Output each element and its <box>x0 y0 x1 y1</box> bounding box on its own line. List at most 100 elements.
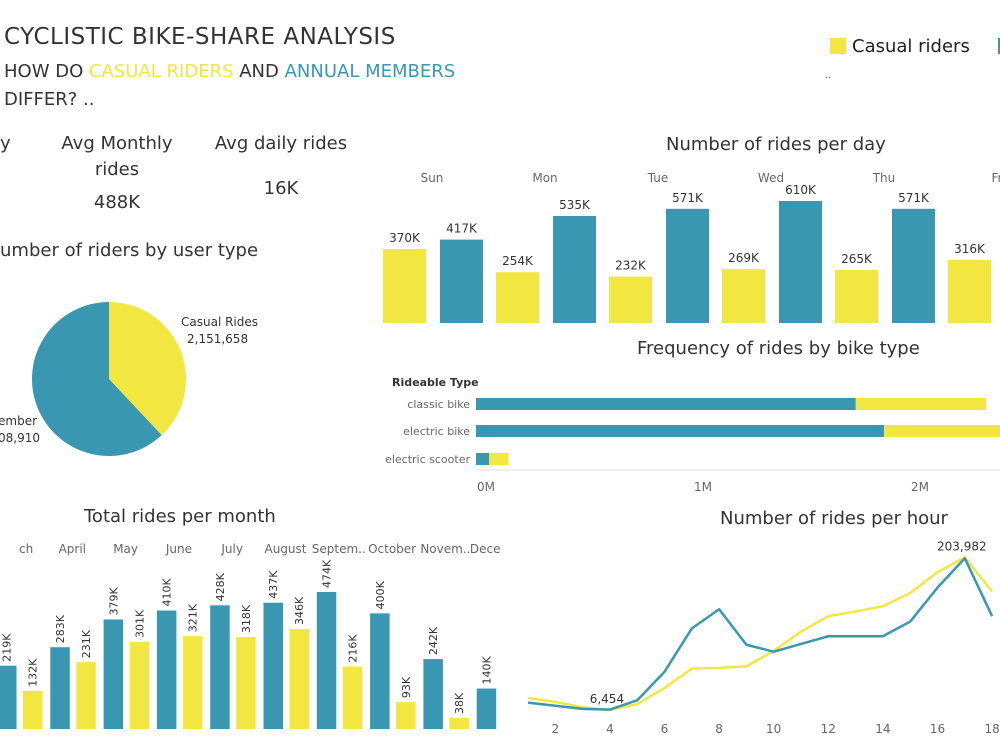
day-data-label: 265K <box>841 252 873 266</box>
kpi-daily-label: Avg daily rides <box>214 133 348 154</box>
day-bar <box>609 276 652 323</box>
rides-per-month-chart: ch 219K 132K April 283K 231K May 379K 301K June 41… <box>0 542 500 729</box>
hour-x-tick-label: 16 <box>930 722 945 736</box>
month-tick-label: August <box>265 542 307 556</box>
month-bar <box>23 690 43 729</box>
month-bar <box>370 613 390 729</box>
day-tick-label: Mon <box>532 171 557 185</box>
day-data-label: 571K <box>672 191 704 205</box>
hour-annotation-label: 6,454 <box>590 692 624 706</box>
bike-x-tick-label: 1M <box>694 480 712 494</box>
legend-note: .. <box>825 70 832 81</box>
bike-bar-segment <box>855 398 986 410</box>
month-bar <box>263 602 283 729</box>
legend-swatch-member <box>997 38 1000 54</box>
pie-chart-title: umber of riders by user type <box>0 240 259 261</box>
month-bar <box>449 718 469 729</box>
month-bar <box>289 629 309 729</box>
bike-chart-title: Frequency of rides by bike type <box>637 338 920 359</box>
dashboard-title: CYCLISTIC BIKE-SHARE ANALYSIS <box>4 24 396 50</box>
month-tick-label: Decemb.. <box>470 542 500 556</box>
month-bar <box>0 665 17 729</box>
pie-label-name: ember <box>0 414 37 428</box>
hour-x-tick-label: 8 <box>715 722 723 736</box>
month-chart-title: Total rides per month <box>84 506 276 527</box>
bike-bar-segment <box>476 425 884 437</box>
month-tick-label: June <box>165 542 192 556</box>
hour-x-tick-label: 18 <box>984 722 999 736</box>
hour-x-tick-label: 2 <box>551 722 559 736</box>
legend-swatch-casual <box>830 38 846 54</box>
day-tick-label: Thu <box>872 171 896 185</box>
day-bar <box>383 249 426 323</box>
pie-label-name: Casual Rides <box>181 315 258 329</box>
hour-x-tick-label: 12 <box>821 722 836 736</box>
pie-label-value: 2,151,658 <box>187 332 248 346</box>
hour-annotation-label: 203,982 <box>937 540 987 554</box>
kpi-daily-value: 16K <box>263 178 299 199</box>
bike-category-label: electric bike <box>403 425 470 438</box>
month-bar <box>342 666 363 729</box>
month-bar <box>50 647 70 729</box>
hour-chart-title: Number of rides per hour <box>720 508 948 529</box>
day-chart-title: Number of rides per day <box>666 134 886 155</box>
month-tick-label: ch <box>19 542 33 556</box>
month-bar <box>76 662 96 729</box>
month-bar <box>423 659 443 729</box>
bike-axis-title: Rideable Type <box>392 376 479 389</box>
day-bar <box>553 216 596 323</box>
month-data-label: 379K <box>107 586 120 615</box>
month-bar <box>103 619 124 729</box>
day-data-label: 316K <box>954 242 986 256</box>
pie-slice <box>109 302 186 436</box>
month-bar <box>182 636 203 729</box>
pie-label-value: 08,910 <box>0 431 40 445</box>
hour-x-tick-label: 4 <box>606 722 614 736</box>
month-data-label: 283K <box>54 614 67 643</box>
day-bar <box>779 201 822 323</box>
month-bar <box>396 702 416 729</box>
month-data-label: 219K <box>1 633 14 662</box>
month-tick-label: Septem.. <box>312 542 366 556</box>
month-data-label: 346K <box>293 596 306 625</box>
month-data-label: 93K <box>400 676 413 698</box>
day-bar <box>666 208 709 323</box>
kpi-cut-label: y <box>0 133 11 154</box>
day-tick-label: Sun <box>421 171 444 185</box>
day-data-label: 232K <box>615 259 647 273</box>
subtitle-part-1: HOW DO <box>4 61 89 82</box>
month-data-label: 437K <box>267 570 280 599</box>
day-data-label: 571K <box>898 191 930 205</box>
month-bar <box>316 592 337 729</box>
subtitle-part-3: AND <box>233 61 285 82</box>
bike-bar-segment <box>476 453 490 465</box>
kpi-monthly-value: 488K <box>93 192 141 213</box>
day-data-label: 535K <box>559 198 591 212</box>
month-tick-label: April <box>59 542 86 556</box>
month-data-label: 242K <box>427 626 440 655</box>
month-data-label: 231K <box>80 629 93 658</box>
riders-by-user-type-chart: Casual Rides 2,151,658 ember 08,910 <box>0 302 258 456</box>
rides-per-hour-chart: 2 4 6 8 10 12 14 16 18 6,454 203,982 <box>527 540 1000 736</box>
day-tick-label: Tue <box>647 171 669 185</box>
legend-label-casual: Casual riders <box>852 36 970 57</box>
day-bar <box>948 259 991 323</box>
day-data-label: 254K <box>502 254 534 268</box>
day-bar <box>835 270 878 323</box>
hour-x-tick-label: 10 <box>766 722 781 736</box>
month-data-label: 38K <box>453 692 466 714</box>
dashboard-subtitle: HOW DO CASUAL RIDERS AND ANNUAL MEMBERS … <box>4 58 464 114</box>
month-data-label: 132K <box>27 658 40 687</box>
day-data-label: 269K <box>728 251 760 265</box>
day-bar <box>892 208 935 323</box>
month-tick-label: May <box>113 542 138 556</box>
day-tick-label: Wed <box>758 171 784 185</box>
day-bar <box>440 239 483 323</box>
bike-category-label: classic bike <box>407 398 470 411</box>
day-data-label: 370K <box>389 231 421 245</box>
month-tick-label: October <box>368 542 416 556</box>
month-data-label: 301K <box>133 609 146 638</box>
hour-series-line <box>527 556 994 712</box>
month-data-label: 140K <box>480 656 493 685</box>
bike-bar-segment <box>489 453 509 465</box>
